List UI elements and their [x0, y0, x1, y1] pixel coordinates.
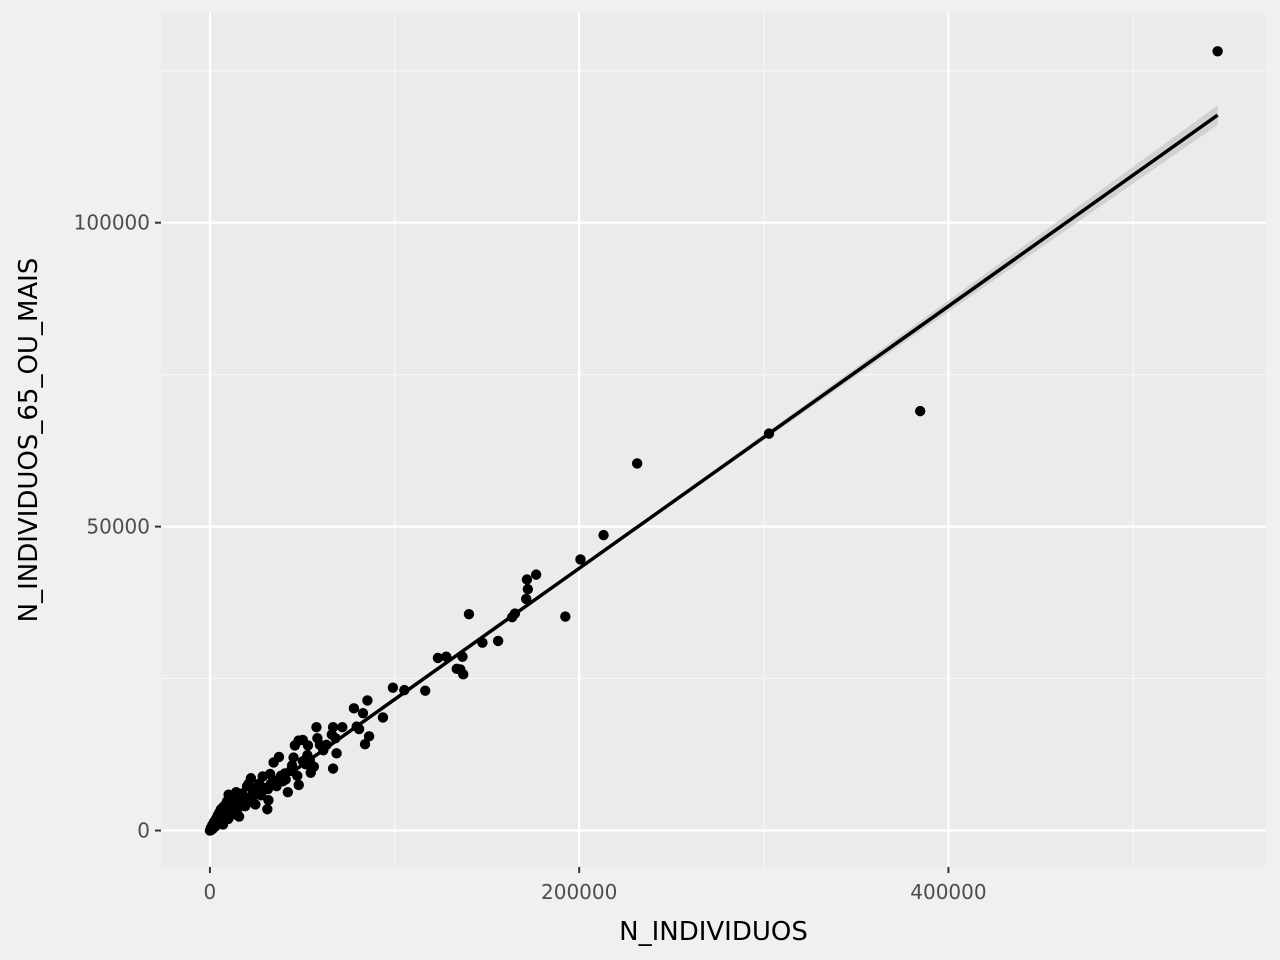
x-axis-title: N_INDIVIDUOS [619, 917, 808, 947]
x-tick-label: 400000 [910, 880, 986, 904]
data-point [216, 810, 228, 821]
data-point [575, 554, 586, 565]
data-point [311, 721, 322, 733]
x-tick-label: 200000 [541, 880, 617, 904]
data-point [420, 685, 431, 696]
y-axis-title: N_INDIVIDUOS_65_OU_MAIS [14, 258, 44, 623]
data-point [362, 695, 373, 706]
data-point [268, 757, 279, 768]
data-point [363, 731, 375, 742]
data-point [521, 574, 533, 585]
regression-line [208, 113, 1219, 832]
major-gridlines [161, 13, 1266, 867]
y-tick-label: 50000 [86, 515, 150, 539]
x-tick-label: 0 [204, 880, 217, 904]
data-point [359, 739, 371, 750]
data-point [348, 703, 360, 714]
y-tick-label: 0 [137, 819, 150, 843]
data-point [302, 740, 314, 751]
data-point [631, 458, 643, 469]
data-point [262, 804, 273, 815]
data-point [463, 608, 475, 620]
data-point [1212, 46, 1223, 57]
data-point [914, 405, 926, 417]
data-point [293, 735, 304, 746]
data-point [263, 794, 274, 806]
data-point [598, 529, 609, 541]
data-point [293, 779, 304, 791]
data-point [387, 682, 399, 693]
data-point [288, 752, 299, 763]
data-point [377, 712, 389, 723]
data-point [282, 787, 294, 798]
data-point [357, 708, 369, 719]
data-point [327, 763, 339, 774]
data-point [530, 569, 542, 580]
x-axis-ticks: 0 200000 400000 [204, 867, 987, 904]
data-point [331, 748, 342, 759]
data-point [520, 593, 532, 605]
data-point [522, 584, 534, 595]
data-point [560, 611, 571, 622]
y-axis-ticks: 0 50000 100000 [74, 211, 161, 843]
data-point [432, 652, 444, 664]
plot-panel [161, 13, 1266, 867]
data-point [305, 767, 316, 778]
y-tick-label: 100000 [74, 211, 150, 235]
data-point [337, 721, 348, 733]
data-point [458, 669, 469, 680]
data-point [492, 635, 504, 647]
